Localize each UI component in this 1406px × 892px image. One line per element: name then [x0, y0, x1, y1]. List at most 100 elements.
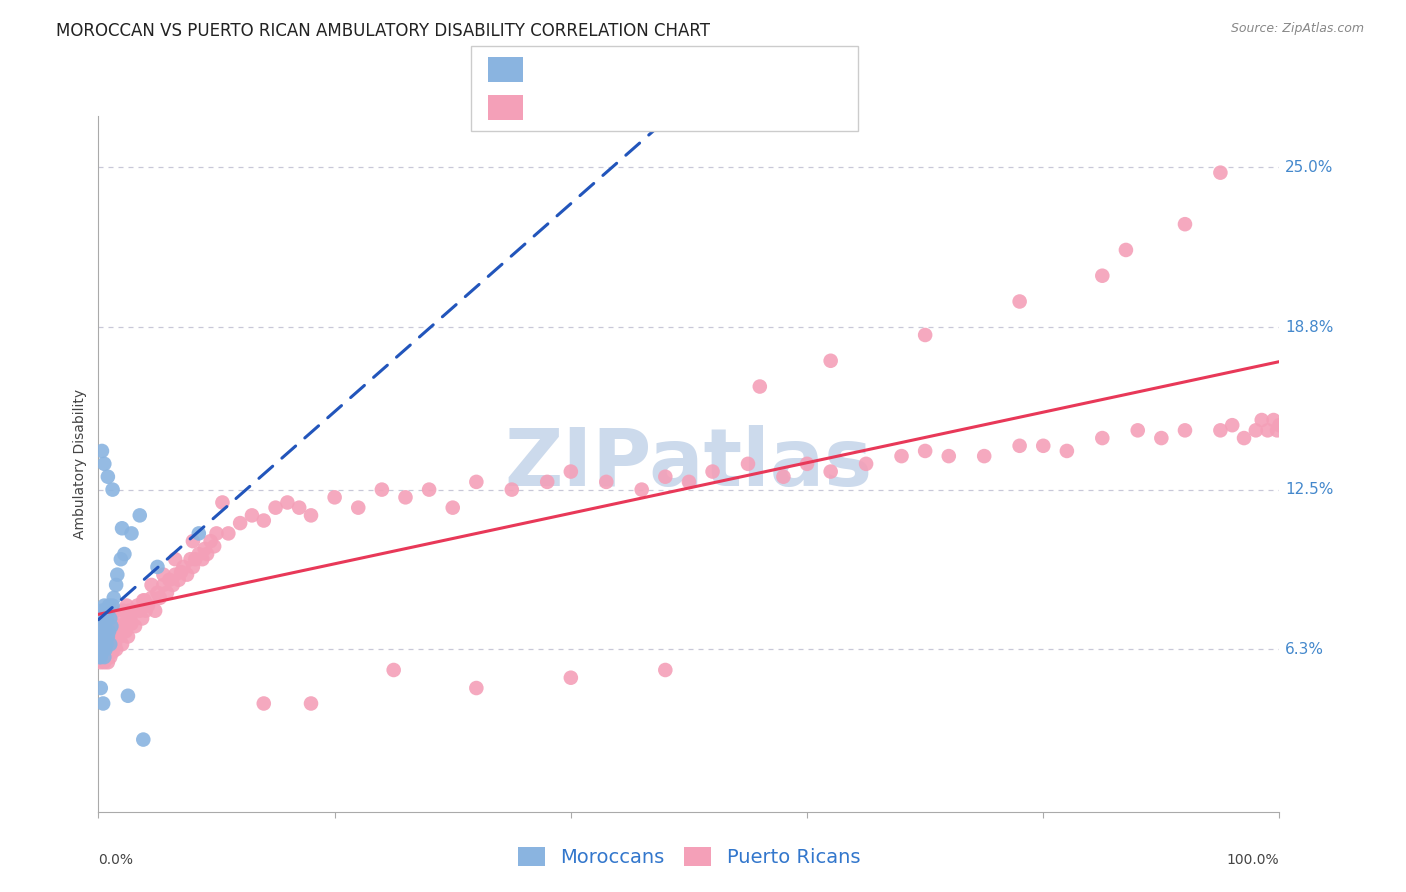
- Text: 18.8%: 18.8%: [1285, 319, 1334, 334]
- Point: [418, 483, 440, 497]
- Point: [91, 444, 114, 458]
- Point: [441, 500, 464, 515]
- Point: [91, 642, 114, 657]
- Point: [157, 573, 180, 587]
- Point: [91, 604, 114, 618]
- Point: [1126, 423, 1149, 437]
- Point: [97, 630, 120, 644]
- Point: [93, 619, 115, 633]
- Point: [394, 491, 416, 505]
- Point: [112, 547, 135, 561]
- Point: [103, 591, 125, 605]
- Point: [748, 379, 770, 393]
- Point: [1268, 418, 1291, 433]
- Point: [737, 457, 759, 471]
- Point: [96, 611, 118, 625]
- Point: [595, 475, 617, 489]
- Point: [104, 637, 127, 651]
- Point: [93, 637, 115, 651]
- Point: [96, 637, 118, 651]
- Point: [938, 449, 960, 463]
- Point: [914, 328, 936, 343]
- Point: [299, 508, 322, 523]
- Point: [117, 689, 139, 703]
- Point: [1257, 423, 1279, 437]
- Point: [111, 521, 134, 535]
- Text: N =: N =: [666, 97, 710, 117]
- Point: [146, 560, 169, 574]
- Point: [104, 604, 127, 618]
- Point: [211, 495, 233, 509]
- Point: [1250, 413, 1272, 427]
- Point: [382, 663, 405, 677]
- Point: [914, 444, 936, 458]
- Point: [560, 671, 582, 685]
- Point: [276, 495, 298, 509]
- Point: [890, 449, 912, 463]
- Point: [501, 483, 523, 497]
- Point: [371, 483, 394, 497]
- Point: [202, 539, 225, 553]
- Point: [187, 547, 209, 561]
- Point: [120, 611, 142, 625]
- Point: [1008, 294, 1031, 309]
- Point: [90, 650, 112, 665]
- Point: [124, 619, 146, 633]
- Point: [181, 560, 204, 574]
- Y-axis label: Ambulatory Disability: Ambulatory Disability: [73, 389, 87, 539]
- Point: [135, 604, 157, 618]
- Point: [115, 599, 138, 613]
- Point: [536, 475, 558, 489]
- Legend: Moroccans, Puerto Ricans: Moroccans, Puerto Ricans: [510, 839, 868, 875]
- Text: ZIPatlas: ZIPatlas: [505, 425, 873, 503]
- Point: [560, 465, 582, 479]
- Point: [107, 619, 129, 633]
- Point: [98, 599, 121, 613]
- Point: [180, 552, 202, 566]
- Point: [98, 637, 121, 651]
- Point: [91, 619, 114, 633]
- Point: [973, 449, 995, 463]
- Point: [156, 585, 179, 599]
- Point: [111, 637, 134, 651]
- Text: 6.3%: 6.3%: [1285, 642, 1324, 657]
- Point: [1056, 444, 1078, 458]
- Text: 25.0%: 25.0%: [1285, 160, 1334, 175]
- Point: [128, 508, 150, 523]
- Point: [299, 697, 322, 711]
- Point: [253, 514, 276, 528]
- Point: [100, 611, 122, 625]
- Point: [103, 630, 125, 644]
- Point: [1115, 243, 1137, 257]
- Point: [89, 650, 111, 665]
- Point: [91, 619, 114, 633]
- Point: [820, 353, 842, 368]
- Point: [108, 630, 131, 644]
- Point: [101, 599, 124, 613]
- Point: [110, 552, 132, 566]
- Point: [91, 607, 114, 621]
- Point: [141, 591, 163, 605]
- Text: MOROCCAN VS PUERTO RICAN AMBULATORY DISABILITY CORRELATION CHART: MOROCCAN VS PUERTO RICAN AMBULATORY DISA…: [56, 22, 710, 40]
- Point: [110, 611, 132, 625]
- Text: 0.180: 0.180: [596, 60, 658, 79]
- Point: [1091, 268, 1114, 283]
- Point: [194, 541, 217, 556]
- Point: [105, 578, 128, 592]
- Point: [93, 650, 115, 665]
- Point: [98, 624, 121, 639]
- Text: 100.0%: 100.0%: [1227, 853, 1279, 867]
- Point: [200, 534, 222, 549]
- Point: [184, 552, 207, 566]
- Text: R =: R =: [540, 97, 582, 117]
- Point: [94, 624, 117, 639]
- Point: [187, 526, 209, 541]
- Point: [855, 457, 877, 471]
- Text: 140: 140: [723, 97, 763, 117]
- Point: [1174, 217, 1197, 231]
- Point: [134, 593, 156, 607]
- Point: [146, 585, 169, 599]
- Point: [181, 534, 204, 549]
- Point: [132, 593, 155, 607]
- Point: [1220, 418, 1243, 433]
